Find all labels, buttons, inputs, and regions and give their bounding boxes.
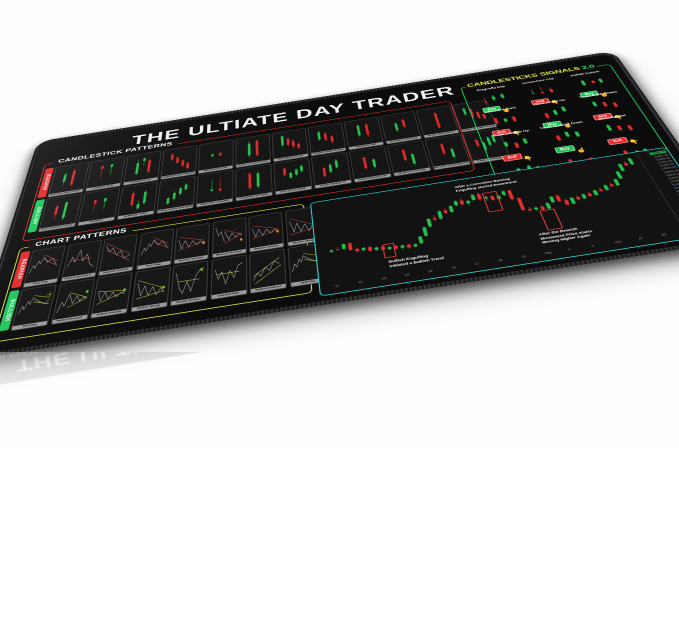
chart-pattern-cell: Bearish Pennant [211, 217, 247, 259]
chart-pattern-cell: Bearish Channel [97, 234, 138, 277]
chart-pattern-cell: Inverted H&S [209, 254, 247, 301]
chart-pattern-art [52, 279, 93, 320]
candlestick-pattern-cell: THREE WHITE SOLDIERS [156, 175, 196, 214]
time-tick: 23 [660, 233, 668, 237]
chart-pattern-art [24, 246, 64, 283]
candlestick-pattern-cell: BULLISH HARAMI [273, 157, 313, 196]
chart-pattern-art [211, 255, 246, 295]
desk-surface [0, 352, 679, 619]
candlestick-pattern-cell: TWEEZER BOTTOM [348, 145, 392, 183]
candlestick-pattern-cell: PIERCING PATTERN [235, 163, 273, 202]
candlestick-patterns-panel: CANDLESTICK PATTERNS BEARISH BULLISH BEA… [21, 99, 511, 242]
candlestick-bullish-row: BULLISH ENGULFING HAMMER MORNING STAR THREE… [37, 128, 511, 233]
candlestick-pattern-art [49, 163, 88, 195]
mat-print-surface: THE ULTIATE DAY TRADER CANDLESTICK PATTE… [0, 352, 564, 399]
candlestick-pattern-art [40, 194, 82, 229]
time-tick: Sep [544, 250, 553, 255]
time-tick: 17 [474, 262, 480, 266]
candlestick-pattern-cell: MORNING STAR [116, 181, 158, 221]
candlestick-pattern-cell: BEARISH COUNTER [379, 111, 422, 145]
chart-pattern-cell: Bullish Triangle [89, 272, 133, 319]
highlight-box-bullish-engulfing [381, 242, 397, 259]
candlestick-pattern-cell: HAMMER [77, 187, 120, 227]
time-tick: 12 [637, 236, 644, 241]
candlestick-pattern-cell: ON-NECK PATTERN [386, 140, 432, 177]
chart-pattern-cell: Bearish Triangle [173, 222, 210, 265]
chart-pattern-art [171, 261, 207, 301]
candlestick-pattern-art [118, 182, 156, 216]
chart-pattern-cell: Bearish Triangle [248, 211, 285, 253]
mat-mirror-image: THE ULTIATE DAY TRADER CANDLESTICK PATTE… [0, 352, 564, 399]
chart-pattern-art [250, 249, 285, 289]
chart-pattern-art [62, 240, 101, 277]
candlestick-pattern-cell: THREE BLACK CROWS [160, 144, 198, 181]
chart-pattern-cell: Head & Shoulders [59, 239, 102, 283]
candlestick-pattern-cell: INVERTED HAMMER [195, 169, 234, 208]
time-tick: 14 [404, 273, 410, 277]
time-tick: 5 [590, 244, 595, 248]
desk-reflection: THE ULTIATE DAY TRADER CANDLESTICK PATTE… [0, 352, 679, 619]
chart-pattern-cell: Bullish Pennant [50, 278, 95, 326]
chart-pattern-cell: Bullish Wedge [129, 266, 171, 313]
chart-pattern-cell: Bullish Channel [249, 248, 287, 294]
time-tick: 11 [334, 283, 340, 288]
mat-print-surface: THE ULTIATE DAY TRADER CANDLESTICK PATTE… [0, 53, 679, 356]
time-tick: 4 [567, 247, 572, 252]
reflected-page-title: THE ULTIATE DAY TRADER [15, 352, 380, 375]
desk-mat-wrapper: THE ULTIATE DAY TRADER CANDLESTICK PATTE… [0, 50, 679, 361]
candlestick-pattern-cell: DARK CLOUD COVER [235, 133, 271, 169]
time-tick: 12 [358, 280, 363, 285]
candlestick-pattern-cell: TWEEZER TOP [343, 116, 384, 151]
signals-title-version: 2.0 [580, 63, 597, 71]
time-tick: 13 [381, 276, 387, 281]
candlestick-pattern-cell: THREE INSIDE DOWN [307, 122, 347, 157]
candlestick-pattern-cell: BULLISH ENGULFING [37, 193, 83, 233]
candlestick-pattern-cell: SHOOTING STAR [197, 139, 234, 175]
time-tick: 15 [427, 269, 433, 274]
candlestick-pattern-cell: EVENING STAR [122, 150, 162, 186]
time-tick: 18 [497, 258, 504, 263]
time-tick: 16 [451, 265, 457, 270]
time-tick: 19 [520, 254, 527, 259]
chart-pattern-cell: Double Bottom [169, 260, 209, 307]
desk-mat: THE ULTIATE DAY TRADER CANDLESTICK PATTE… [0, 50, 679, 361]
time-tick: Oct [614, 240, 622, 244]
reflection-fade [0, 352, 679, 619]
candlestick-pattern-cell: BEARISH HARAMI [271, 128, 309, 163]
candlestick-pattern-cell: THREE INSIDE UP [310, 151, 352, 190]
chart-pattern-cell: Bear Flag [135, 228, 174, 271]
